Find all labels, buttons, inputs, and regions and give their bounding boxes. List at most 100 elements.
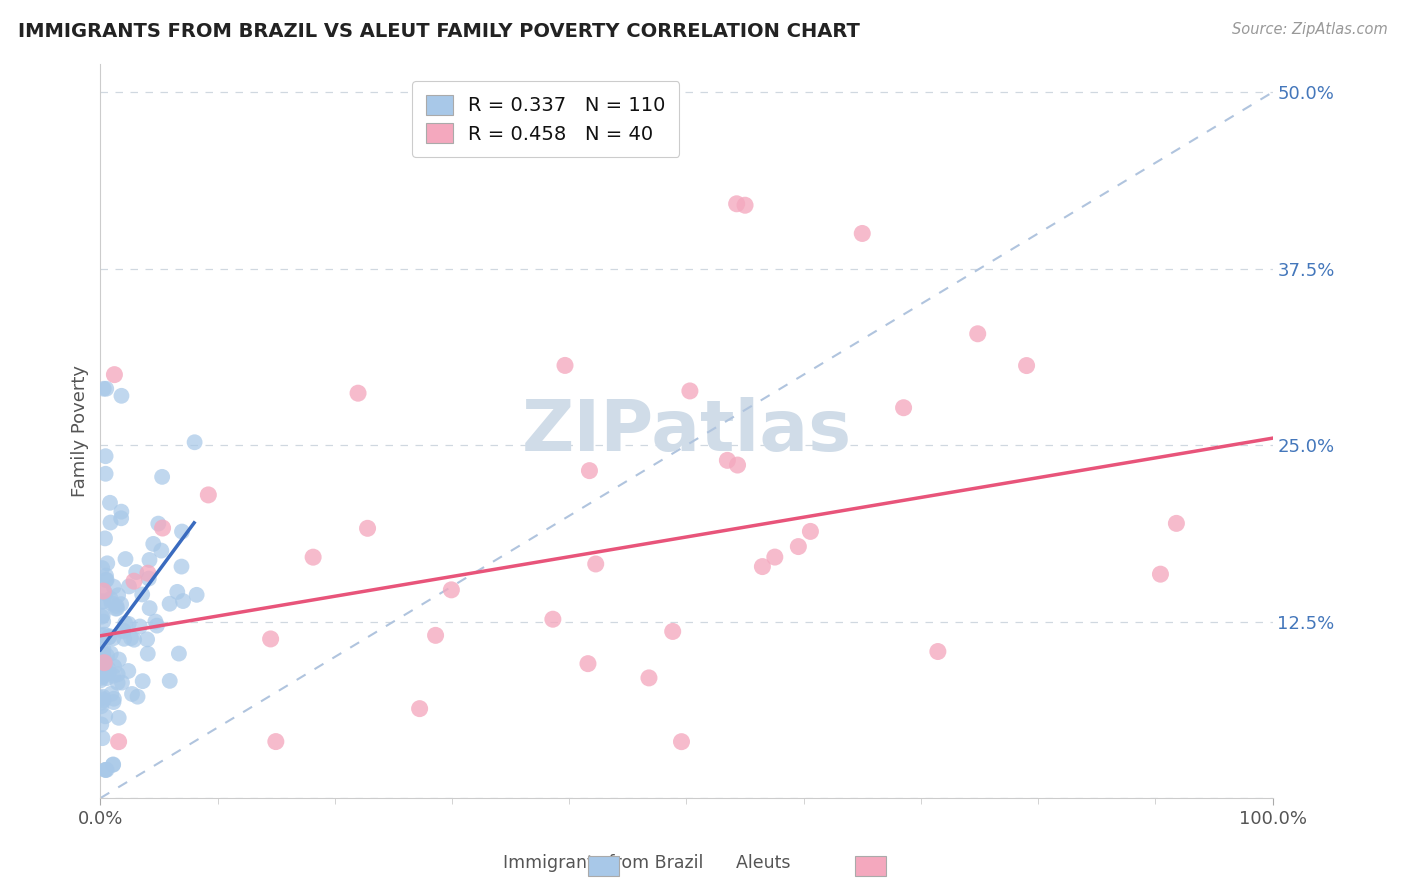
Point (259, 632, 281, 646)
Point (94, 467, 117, 481)
Point (107, 588, 129, 602)
Point (117, 616, 139, 631)
Point (101, 757, 124, 772)
Point (145, 615, 167, 629)
Point (150, 543, 173, 558)
Point (91, 584, 114, 599)
Point (356, 521, 378, 535)
Point (97, 630, 120, 644)
Text: Aleuts: Aleuts (703, 855, 790, 872)
Legend: R = 0.337   N = 110, R = 0.458   N = 40: R = 0.337 N = 110, R = 0.458 N = 40 (412, 81, 679, 157)
Point (541, 612, 564, 626)
Point (107, 734, 129, 748)
Point (94, 586, 117, 600)
Point (186, 588, 208, 602)
Point (763, 550, 786, 565)
Point (114, 552, 136, 566)
Point (91, 662, 114, 676)
Point (122, 632, 145, 647)
Point (264, 734, 287, 748)
Point (661, 624, 683, 639)
Point (93, 628, 115, 642)
Point (138, 601, 160, 615)
Point (103, 669, 125, 683)
Point (107, 675, 129, 690)
Point (671, 734, 693, 748)
Point (893, 401, 915, 415)
Point (578, 464, 600, 478)
Point (91, 608, 114, 623)
Point (91, 731, 114, 746)
Point (93, 641, 115, 656)
Point (94, 449, 117, 463)
Point (98, 496, 121, 510)
Point (167, 647, 190, 661)
Point (103, 632, 125, 646)
Point (91, 594, 114, 608)
Point (734, 198, 756, 212)
Point (751, 559, 773, 574)
Point (679, 384, 702, 398)
Point (96, 671, 118, 685)
Point (131, 674, 153, 689)
Point (90, 609, 112, 624)
Point (638, 671, 661, 685)
Point (136, 632, 159, 647)
Text: IMMIGRANTS FROM BRAZIL VS ALEUT FAMILY POVERTY CORRELATION CHART: IMMIGRANTS FROM BRAZIL VS ALEUT FAMILY P… (18, 22, 860, 41)
Point (100, 516, 122, 530)
Point (112, 624, 135, 638)
Point (120, 631, 142, 645)
Point (440, 582, 463, 597)
Point (197, 488, 219, 502)
Point (91, 647, 114, 661)
Point (1149, 567, 1171, 582)
Point (103, 580, 125, 594)
Point (725, 196, 748, 211)
Y-axis label: Family Poverty: Family Poverty (72, 365, 89, 497)
Point (90, 699, 112, 714)
Point (1015, 359, 1038, 373)
Point (146, 618, 169, 632)
Point (94, 709, 117, 723)
Point (554, 359, 576, 373)
Point (110, 511, 132, 525)
Point (103, 368, 125, 382)
Point (91, 561, 114, 575)
Point (122, 574, 145, 589)
Point (107, 667, 129, 681)
Point (142, 537, 165, 551)
Point (125, 565, 148, 579)
Point (90, 657, 112, 672)
Point (128, 619, 150, 633)
Point (159, 673, 181, 688)
Text: Source: ZipAtlas.com: Source: ZipAtlas.com (1232, 22, 1388, 37)
Point (103, 659, 125, 673)
Point (98, 629, 121, 643)
Point (93, 649, 115, 664)
Point (90, 671, 112, 685)
Point (100, 687, 122, 701)
Point (96, 573, 118, 587)
Point (105, 601, 128, 615)
Point (138, 572, 160, 586)
Point (347, 386, 370, 401)
Point (94, 573, 117, 587)
Point (91, 690, 114, 704)
Point (96, 382, 118, 396)
Text: Immigrants from Brazil: Immigrants from Brazil (502, 855, 703, 872)
Point (90, 673, 112, 688)
Point (110, 505, 132, 519)
Point (131, 587, 153, 601)
Point (183, 435, 205, 450)
Point (93, 382, 115, 396)
Point (716, 453, 738, 467)
Point (170, 524, 193, 539)
Point (96, 648, 118, 663)
Point (117, 664, 139, 678)
Point (96, 763, 118, 777)
Point (103, 691, 125, 706)
Point (799, 524, 821, 539)
Point (90, 691, 112, 706)
Point (104, 601, 127, 615)
Point (136, 647, 159, 661)
